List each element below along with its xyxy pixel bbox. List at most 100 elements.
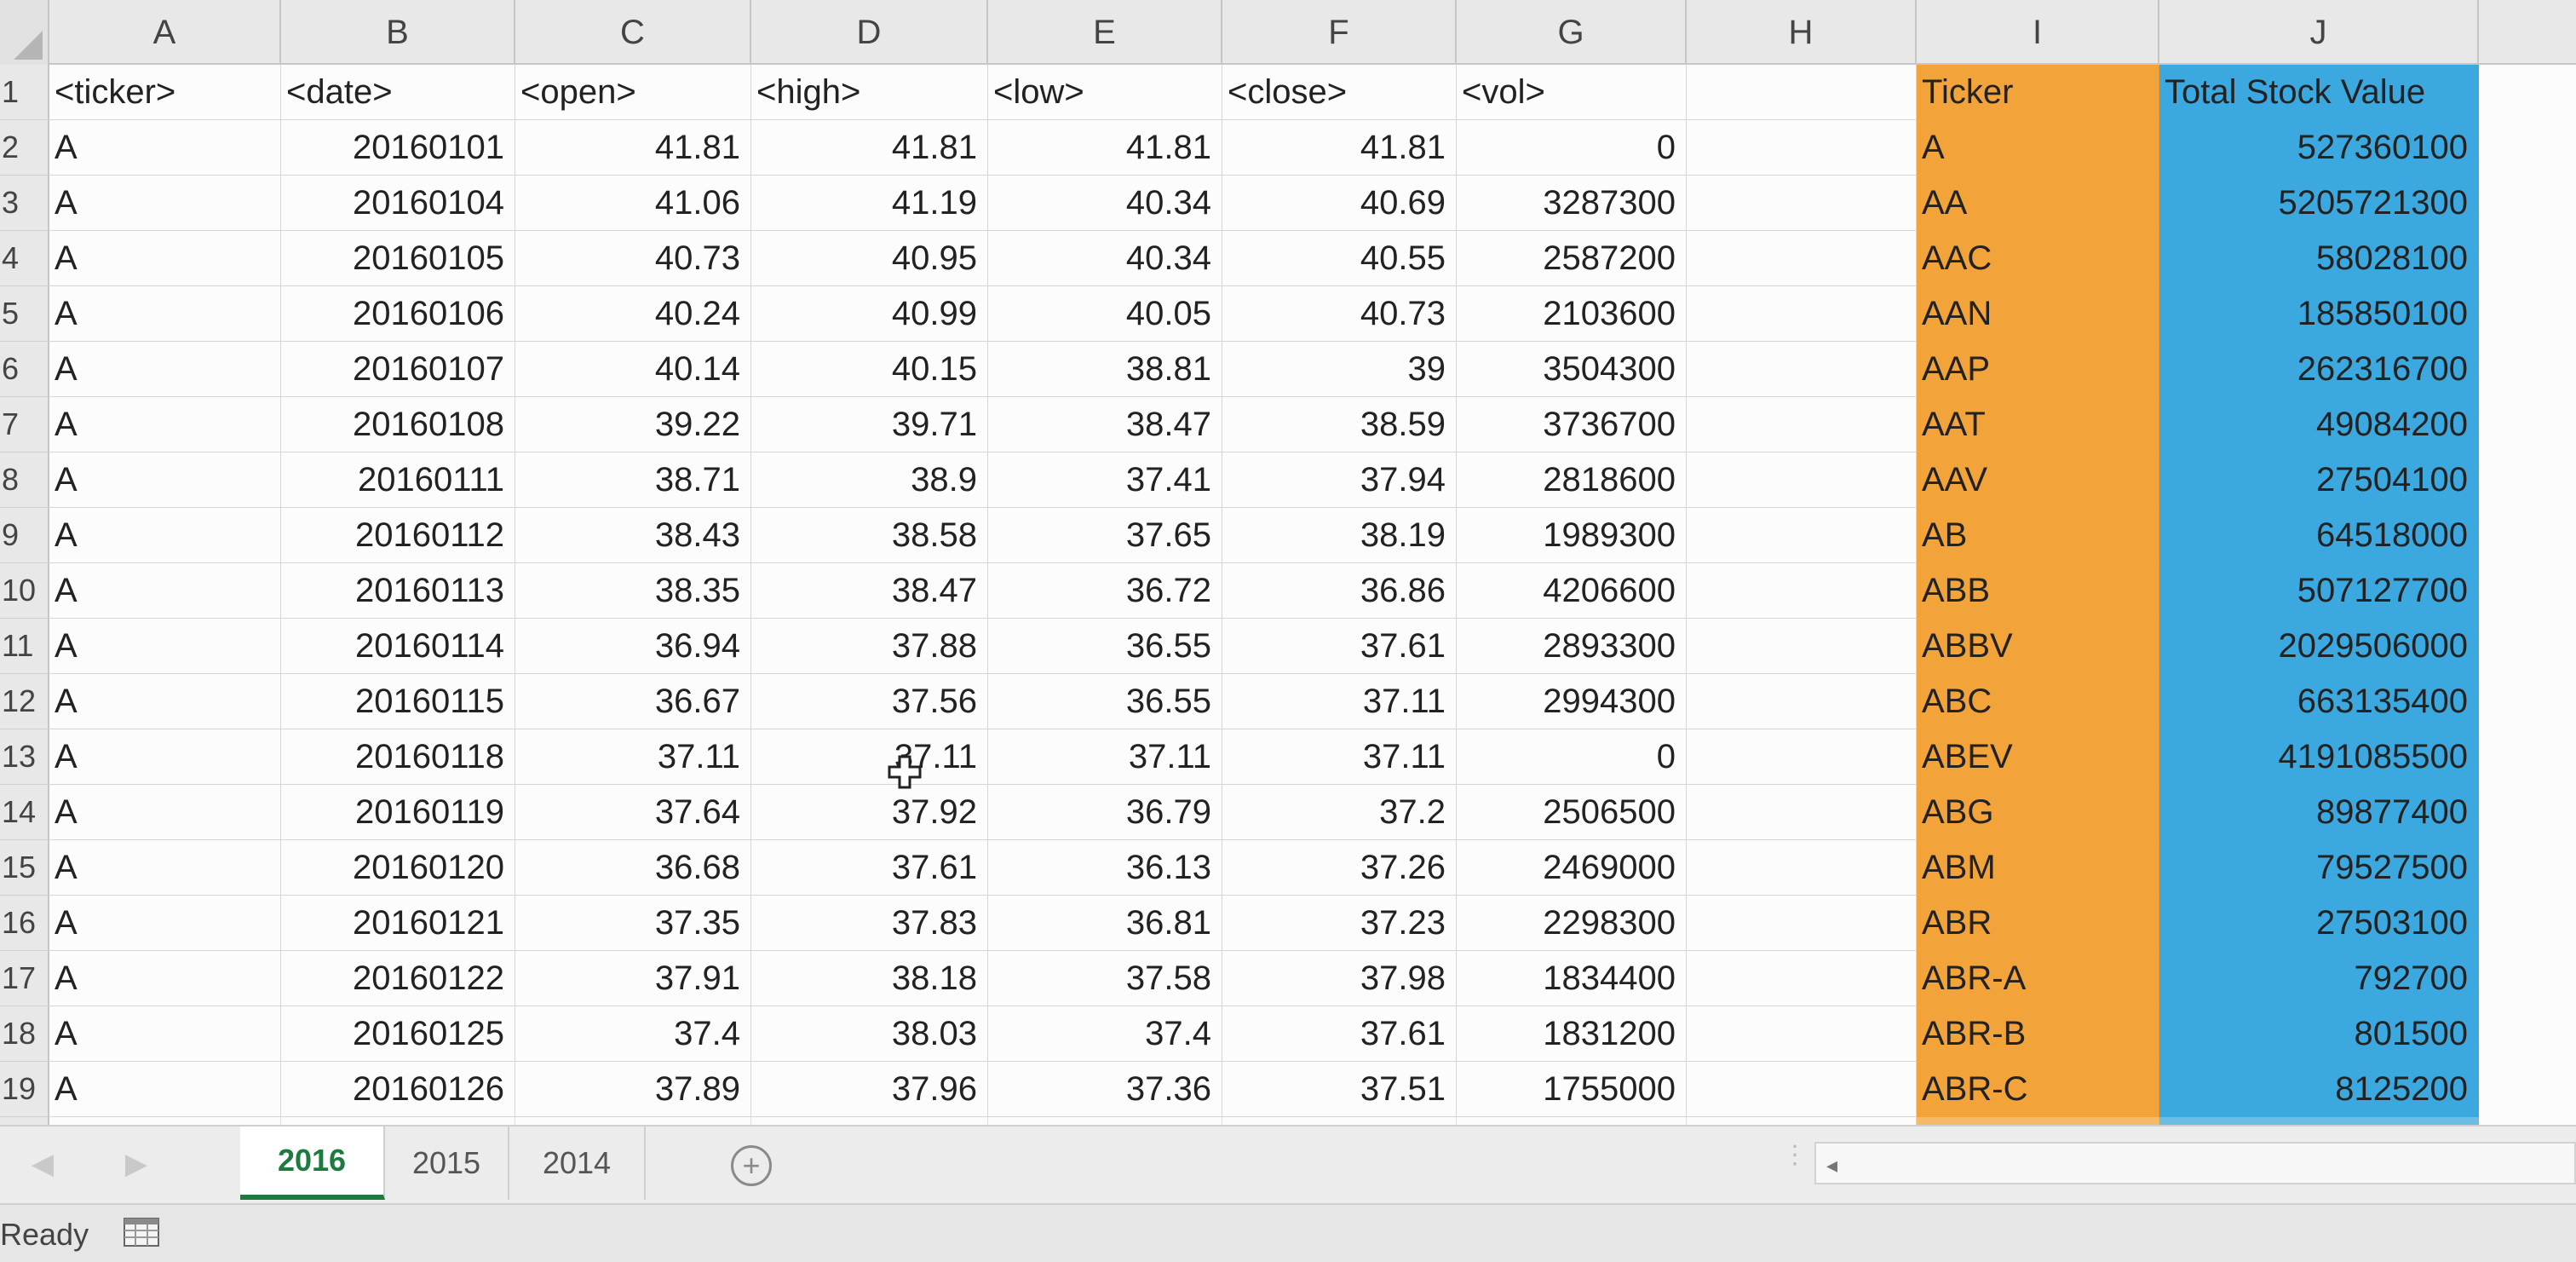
data-cell[interactable]: A — [49, 840, 281, 896]
data-cell[interactable]: 37.36 — [988, 1062, 1222, 1117]
row-header-5[interactable]: 5 — [0, 286, 49, 342]
column-header-h[interactable]: H — [1687, 0, 1917, 65]
column-header-d[interactable]: D — [751, 0, 988, 65]
data-cell[interactable]: 1479400 — [1457, 1117, 1687, 1125]
data-cell[interactable]: 2893300 — [1457, 619, 1687, 674]
select-all-button[interactable] — [0, 0, 49, 65]
prev-sheet-icon[interactable]: ◀ — [31, 1148, 55, 1180]
data-cell[interactable]: 41.81 — [988, 120, 1222, 176]
data-cell[interactable]: 37.56 — [751, 674, 988, 729]
row-header-17[interactable]: 17 — [0, 951, 49, 1006]
data-cell[interactable]: 36.55 — [988, 674, 1222, 729]
header-cell[interactable]: <date> — [281, 65, 515, 120]
data-cell[interactable]: 37.11 — [988, 729, 1222, 785]
data-cell[interactable]: A — [49, 563, 281, 619]
summary-ticker-cell[interactable]: AAV — [1917, 452, 2159, 508]
summary-value-cell[interactable]: 22548000 — [2159, 1117, 2479, 1125]
data-cell[interactable]: 2994300 — [1457, 674, 1687, 729]
data-cell[interactable]: 20160111 — [281, 452, 515, 508]
summary-value-cell[interactable]: 792700 — [2159, 951, 2479, 1006]
data-cell[interactable]: A — [49, 120, 281, 176]
data-cell[interactable]: 1755000 — [1457, 1062, 1687, 1117]
summary-header-total-value[interactable]: Total Stock Value — [2159, 65, 2479, 120]
data-cell[interactable]: 40.34 — [988, 176, 1222, 231]
summary-value-cell[interactable]: 4191085500 — [2159, 729, 2479, 785]
empty-cell[interactable] — [1687, 951, 1917, 1006]
data-cell[interactable]: 3504300 — [1457, 342, 1687, 397]
column-header-g[interactable]: G — [1457, 0, 1687, 65]
data-cell[interactable]: 40.34 — [988, 231, 1222, 286]
summary-value-cell[interactable]: 2029506000 — [2159, 619, 2479, 674]
summary-value-cell[interactable]: 262316700 — [2159, 342, 2479, 397]
data-cell[interactable]: 37.11 — [515, 729, 751, 785]
data-cell[interactable]: 36.72 — [988, 563, 1222, 619]
data-cell[interactable]: A — [49, 1006, 281, 1062]
column-header-a[interactable]: A — [49, 0, 281, 65]
row-header-6[interactable]: 6 — [0, 342, 49, 397]
data-cell[interactable]: 3736700 — [1457, 397, 1687, 452]
row-header-11[interactable]: 11 — [0, 619, 49, 674]
summary-ticker-cell[interactable]: ABBV — [1917, 619, 2159, 674]
row-header-1[interactable]: 1 — [0, 65, 49, 120]
data-cell[interactable]: 2818600 — [1457, 452, 1687, 508]
data-cell[interactable]: 20160120 — [281, 840, 515, 896]
data-cell[interactable]: 37.64 — [515, 785, 751, 840]
data-cell[interactable]: A — [49, 176, 281, 231]
column-header-e[interactable]: E — [988, 0, 1222, 65]
cell-grid[interactable]: <ticker> <date> <open> <high> <low> <close> <v… — [49, 65, 2576, 1125]
empty-cell[interactable] — [1687, 896, 1917, 951]
data-cell[interactable]: 38.47 — [751, 563, 988, 619]
data-cell[interactable]: 20160125 — [281, 1006, 515, 1062]
data-cell[interactable]: 20160122 — [281, 951, 515, 1006]
summary-ticker-cell[interactable]: ABR-B — [1917, 1006, 2159, 1062]
row-header-7[interactable]: 7 — [0, 397, 49, 452]
data-cell[interactable]: 37.88 — [751, 619, 988, 674]
data-cell[interactable]: 36.67 — [515, 674, 751, 729]
data-cell[interactable]: 41.19 — [751, 176, 988, 231]
header-cell[interactable]: <open> — [515, 65, 751, 120]
summary-ticker-cell[interactable]: ABR-C — [1917, 1062, 2159, 1117]
empty-cell[interactable] — [1687, 120, 1917, 176]
data-cell[interactable]: 20160101 — [281, 120, 515, 176]
data-cell[interactable]: 36.81 — [988, 896, 1222, 951]
data-cell[interactable]: 40.99 — [751, 286, 988, 342]
data-cell[interactable]: 39 — [1222, 342, 1457, 397]
data-cell[interactable]: 0 — [1457, 120, 1687, 176]
data-cell[interactable]: 20160107 — [281, 342, 515, 397]
column-header-j[interactable]: J — [2159, 0, 2479, 65]
tab-split-handle[interactable]: ⋮ — [1782, 1141, 1808, 1169]
data-cell[interactable]: 37.11 — [1222, 674, 1457, 729]
empty-cell[interactable] — [1687, 176, 1917, 231]
data-cell[interactable]: 41.81 — [1222, 120, 1457, 176]
data-cell[interactable]: 38.43 — [515, 508, 751, 563]
data-cell[interactable]: A — [49, 286, 281, 342]
data-cell[interactable]: 36.55 — [988, 619, 1222, 674]
data-cell[interactable]: A — [49, 729, 281, 785]
row-header-10[interactable]: 10 — [0, 563, 49, 619]
data-cell[interactable]: 20160104 — [281, 176, 515, 231]
header-cell[interactable]: <ticker> — [49, 65, 281, 120]
empty-cell[interactable] — [1687, 1117, 1917, 1125]
data-cell[interactable]: 38.9 — [751, 452, 988, 508]
summary-value-cell[interactable]: 64518000 — [2159, 508, 2479, 563]
data-cell[interactable]: 36.94 — [515, 619, 751, 674]
row-header-15[interactable]: 15 — [0, 840, 49, 896]
data-cell[interactable]: 37.4 — [988, 1006, 1222, 1062]
summary-value-cell[interactable]: 801500 — [2159, 1006, 2479, 1062]
sheet-tab-2015[interactable]: 2015 — [385, 1127, 509, 1200]
data-cell[interactable]: 4206600 — [1457, 563, 1687, 619]
data-cell[interactable]: 40.24 — [515, 286, 751, 342]
summary-value-cell[interactable]: 27503100 — [2159, 896, 2479, 951]
data-cell[interactable]: 40.05 — [988, 286, 1222, 342]
data-cell[interactable]: 37.98 — [1222, 951, 1457, 1006]
summary-value-cell[interactable]: 49084200 — [2159, 397, 2479, 452]
data-cell[interactable]: 40.73 — [1222, 286, 1457, 342]
data-cell[interactable]: 36.81 — [988, 1117, 1222, 1125]
data-cell[interactable]: 36.79 — [988, 785, 1222, 840]
data-cell[interactable]: A — [49, 674, 281, 729]
data-cell[interactable]: A — [49, 231, 281, 286]
summary-ticker-cell[interactable]: AAT — [1917, 397, 2159, 452]
summary-ticker-cell[interactable]: ABG — [1917, 785, 2159, 840]
summary-ticker-cell[interactable]: ABEV — [1917, 729, 2159, 785]
data-cell[interactable]: 20160112 — [281, 508, 515, 563]
